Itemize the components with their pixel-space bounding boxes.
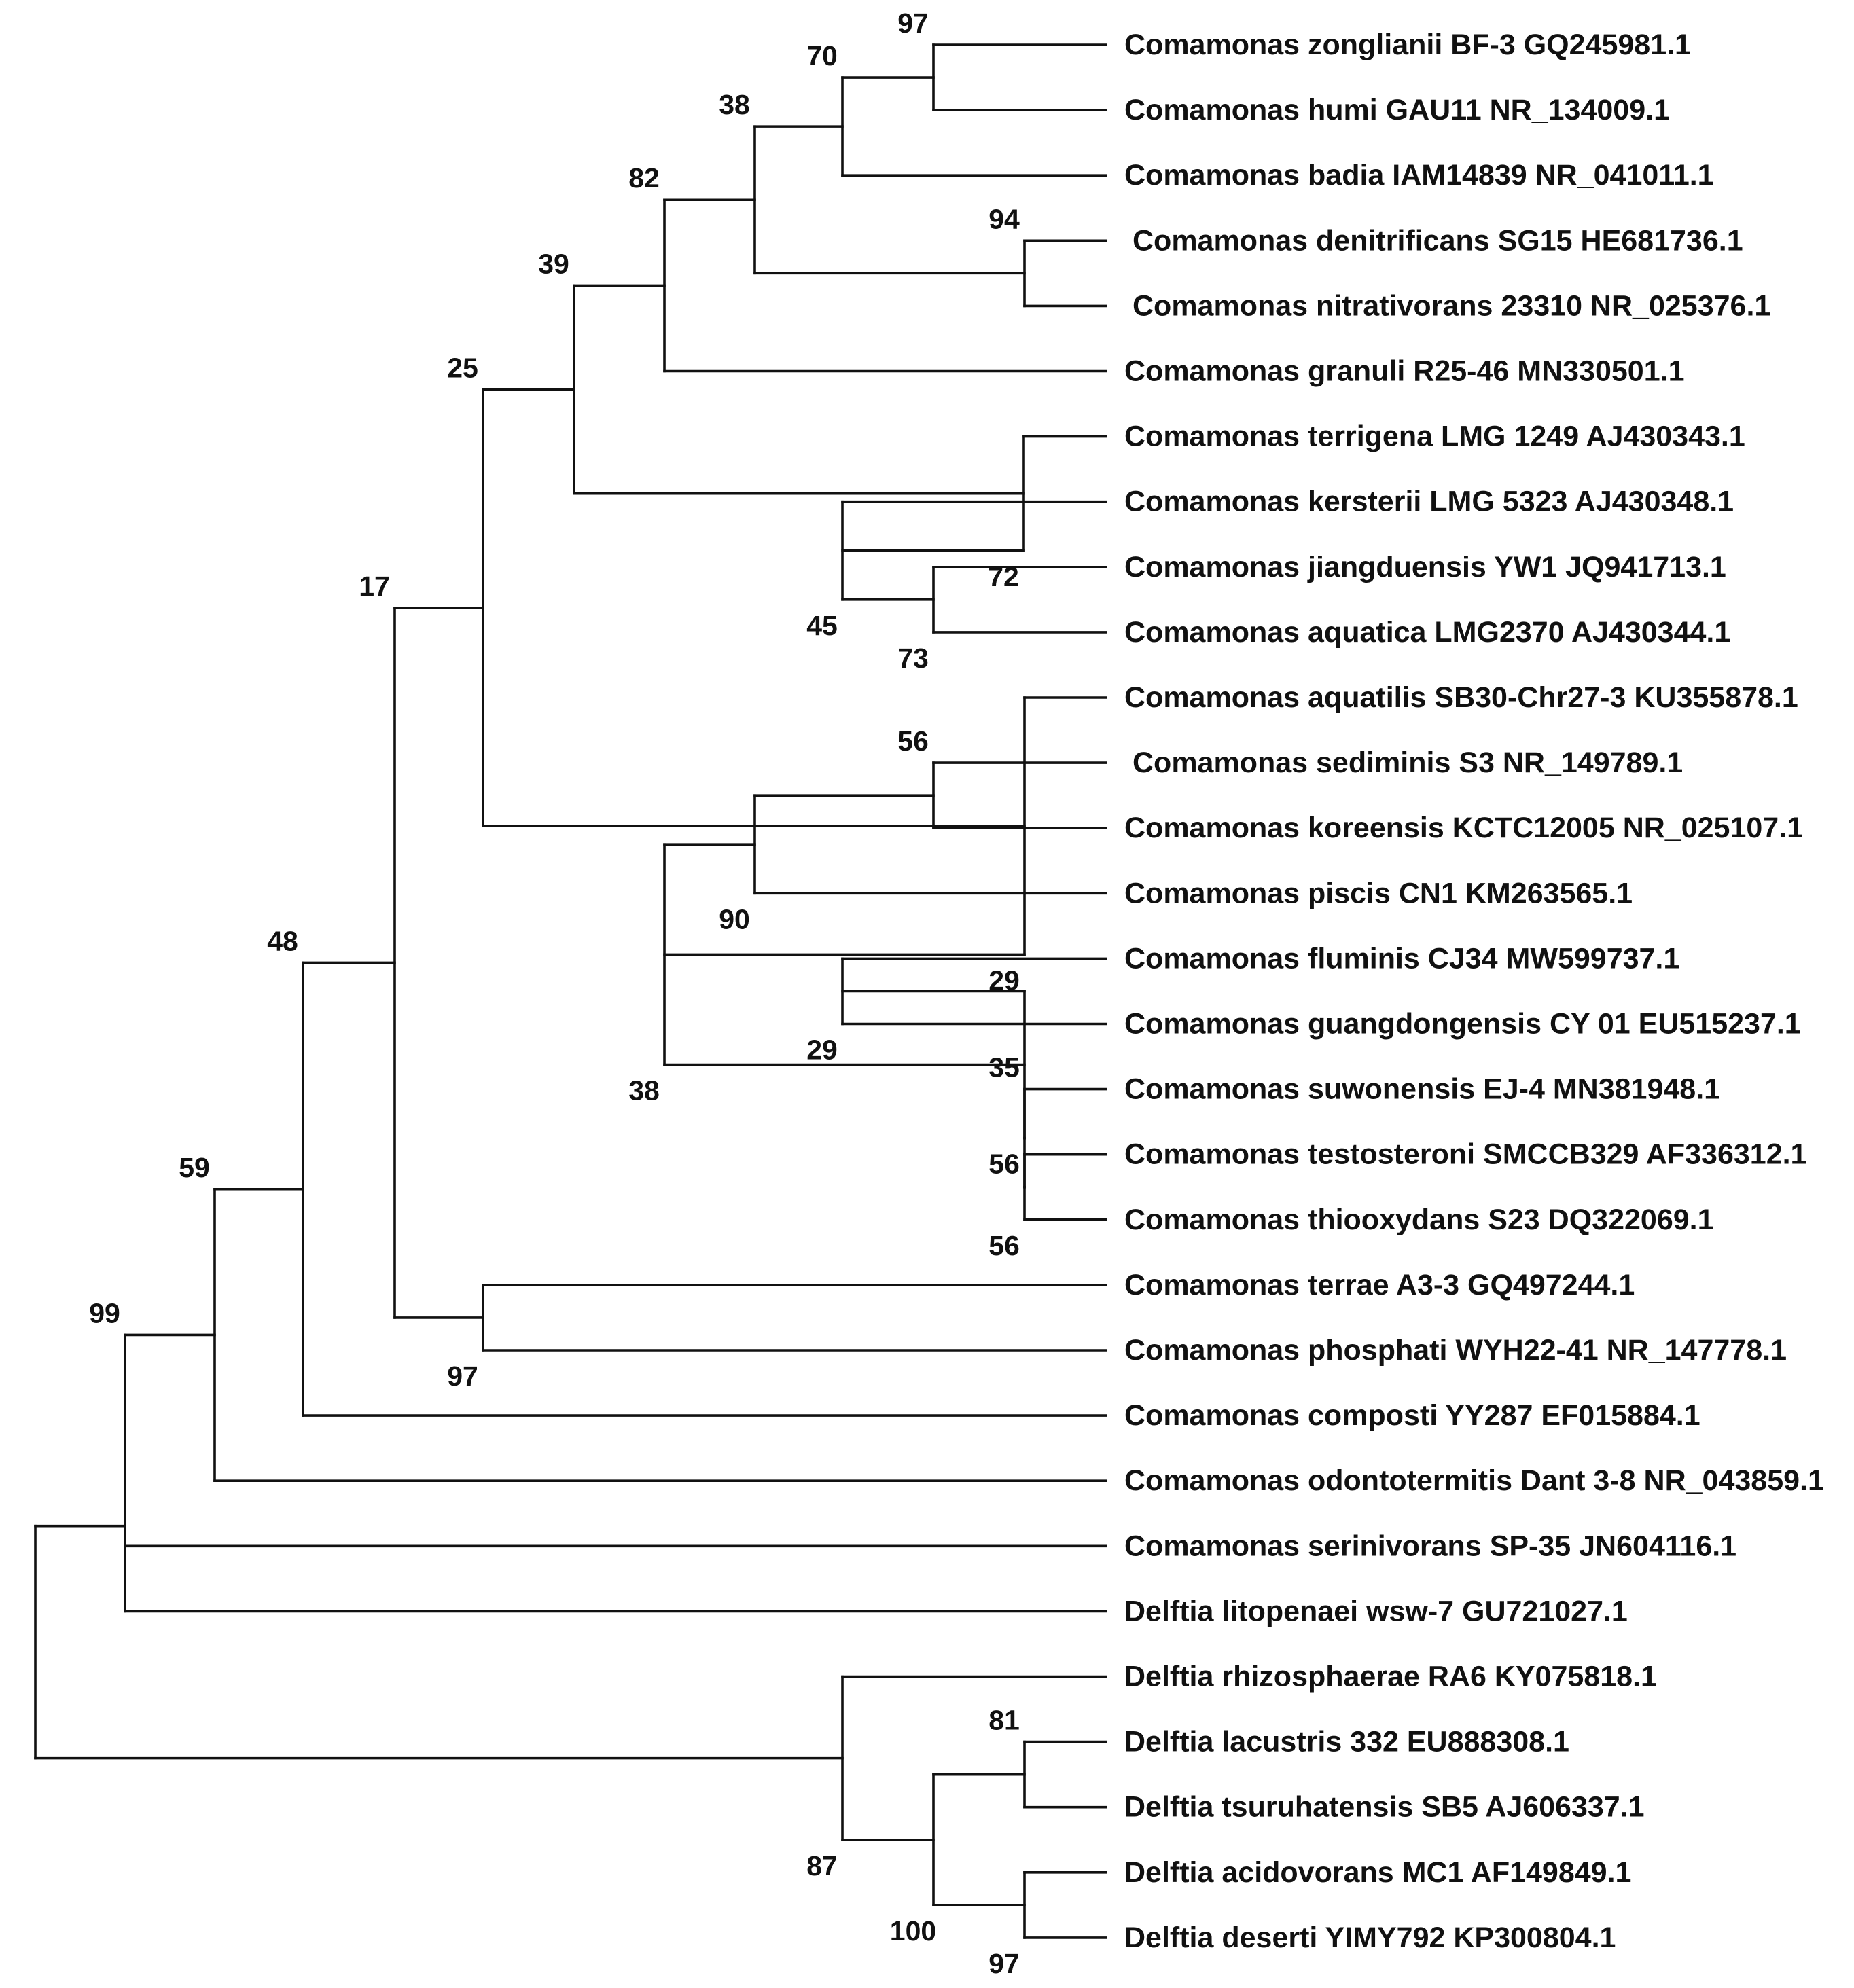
bootstrap-value: 73 xyxy=(897,643,929,674)
bootstrap-value: 81 xyxy=(988,1705,1020,1736)
taxon-label: Comamonas terrigena LMG 1249 AJ430343.1 xyxy=(1124,420,1745,453)
taxon-label: Comamonas serinivorans SP-35 JN604116.1 xyxy=(1124,1530,1736,1562)
taxon-label: Comamonas guangdongensis CY 01 EU515237.… xyxy=(1124,1008,1801,1041)
taxon-label: Comamonas fluminis CJ34 MW599737.1 xyxy=(1124,942,1679,975)
bootstrap-value: 39 xyxy=(538,248,569,279)
taxon-label: Comamonas granuli R25-46 MN330501.1 xyxy=(1124,355,1685,388)
bootstrap-value: 82 xyxy=(628,162,660,194)
taxon-label: Comamonas composti YY287 EF015884.1 xyxy=(1124,1399,1700,1432)
bootstrap-value: 99 xyxy=(89,1297,120,1329)
bootstrap-value: 17 xyxy=(359,571,390,602)
taxon-label: Comamonas badia IAM14839 NR_041011.1 xyxy=(1124,159,1714,192)
taxon-label: Delftia litopenaei wsw-7 GU721027.1 xyxy=(1124,1595,1628,1627)
bootstrap-value: 97 xyxy=(988,1948,1020,1979)
taxon-label: Comamonas aquatilis SB30-Chr27-3 KU35587… xyxy=(1124,681,1798,714)
bootstrap-value: 70 xyxy=(806,40,838,71)
taxon-label: Comamonas odontotermitis Dant 3-8 NR_043… xyxy=(1124,1464,1824,1497)
bootstrap-value: 94 xyxy=(988,203,1020,234)
taxon-label: Comamonas aquatica LMG2370 AJ430344.1 xyxy=(1124,616,1730,649)
bootstrap-value: 35 xyxy=(988,1052,1020,1083)
taxon-label: Comamonas testosteroni SMCCB329 AF336312… xyxy=(1124,1138,1806,1171)
bootstrap-value: 59 xyxy=(179,1152,210,1183)
taxon-label: Comamonas jiangduensis YW1 JQ941713.1 xyxy=(1124,551,1726,583)
bootstrap-value: 56 xyxy=(988,1149,1020,1180)
bootstrap-value: 38 xyxy=(719,89,750,120)
taxon-label: Comamonas denitrificans SG15 HE681736.1 xyxy=(1133,224,1743,257)
bootstrap-value: 29 xyxy=(806,1034,838,1066)
bootstrap-value: 90 xyxy=(719,903,750,935)
bootstrap-value: 25 xyxy=(447,353,478,384)
taxon-label: Comamonas phosphati WYH22-41 NR_147778.1 xyxy=(1124,1334,1787,1367)
taxon-label: Comamonas zonglianii BF-3 GQ245981.1 xyxy=(1124,29,1691,61)
bootstrap-support-values: 97 70 94 38 82 73 45 72 39 56 90 29 56 35 56 38 29 25 97 17… xyxy=(89,7,1020,1979)
bootstrap-value: 38 xyxy=(628,1075,660,1106)
taxon-label: Delftia rhizosphaerae RA6 KY075818.1 xyxy=(1124,1661,1657,1693)
taxon-label: Comamonas koreensis KCTC12005 NR_025107.… xyxy=(1124,812,1803,844)
taxon-label: Comamonas piscis CN1 KM263565.1 xyxy=(1124,877,1633,909)
taxon-label: Comamonas sediminis S3 NR_149789.1 xyxy=(1133,746,1683,779)
taxon-label: Comamonas thiooxydans S23 DQ322069.1 xyxy=(1124,1204,1714,1236)
bootstrap-value: 56 xyxy=(897,725,929,757)
taxon-label: Comamonas kersterii LMG 5323 AJ430348.1 xyxy=(1124,486,1734,518)
bootstrap-value: 29 xyxy=(988,964,1020,996)
bootstrap-value: 45 xyxy=(806,610,838,641)
taxon-label: Delftia tsuruhatensis SB5 AJ606337.1 xyxy=(1124,1791,1645,1824)
bootstrap-value: 56 xyxy=(988,1230,1020,1261)
taxon-label: Comamonas nitrativorans 23310 NR_025376.… xyxy=(1133,289,1770,322)
taxon-label: Delftia lacustris 332 EU888308.1 xyxy=(1124,1726,1569,1758)
taxon-label: Comamonas suwonensis EJ-4 MN381948.1 xyxy=(1124,1073,1720,1106)
taxon-label: Delftia deserti YIMY792 KP300804.1 xyxy=(1124,1921,1616,1954)
taxon-label: Comamonas humi GAU11 NR_134009.1 xyxy=(1124,94,1670,126)
taxon-label: Delftia acidovorans MC1 AF149849.1 xyxy=(1124,1856,1631,1889)
bootstrap-value: 72 xyxy=(988,561,1019,592)
tree-branches xyxy=(34,43,1107,1939)
bootstrap-value: 97 xyxy=(447,1360,478,1392)
bootstrap-value: 97 xyxy=(897,7,929,39)
bootstrap-value: 87 xyxy=(806,1850,838,1881)
bootstrap-value: 48 xyxy=(267,925,298,956)
taxon-labels: Comamonas zonglianii BF-3 GQ245981.1 Coma… xyxy=(1124,29,1824,1954)
bootstrap-value: 100 xyxy=(890,1915,936,1947)
taxon-label: Comamonas terrae A3-3 GQ497244.1 xyxy=(1124,1269,1635,1301)
